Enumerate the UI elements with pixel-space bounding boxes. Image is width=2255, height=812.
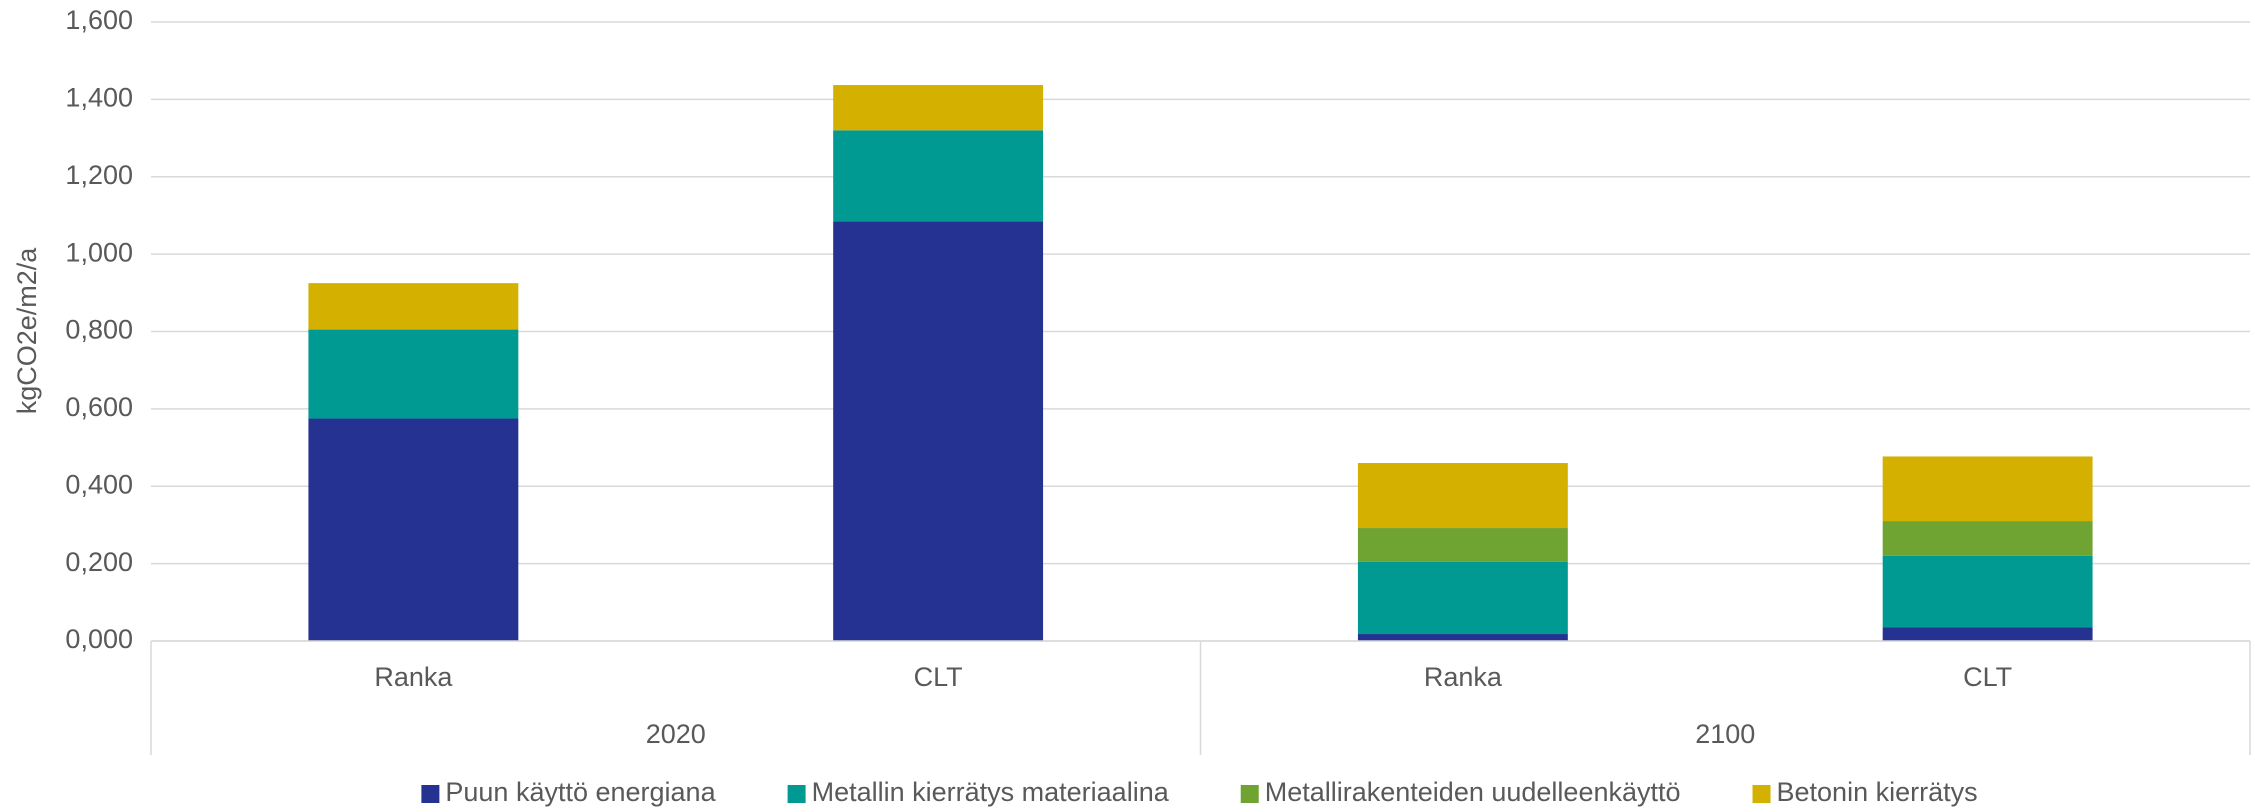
bar-segment (1357, 528, 1568, 562)
legend-swatch (1240, 785, 1259, 803)
legend-label: Puun käyttö energiana (445, 777, 716, 807)
legend-swatch (1752, 785, 1771, 803)
bar-segment (833, 130, 1044, 222)
bar-segment (833, 85, 1044, 131)
y-tick-label: 1,600 (65, 5, 133, 35)
y-axis-label: kgCO2e/m2/a (12, 247, 42, 415)
x-tick-label: Ranka (374, 662, 453, 692)
group-label: 2020 (646, 719, 706, 749)
x-tick-label: Ranka (1424, 662, 1503, 692)
legend-label: Metallin kierrätys materiaalina (812, 777, 1170, 807)
legend-label: Metallirakenteiden uudelleenkäyttö (1265, 777, 1681, 807)
y-tick-label: 0,000 (65, 624, 133, 654)
bar-segment (308, 329, 519, 419)
bar-segment (1357, 634, 1568, 641)
y-tick-label: 0,400 (65, 469, 133, 499)
bar-segment (1357, 463, 1568, 529)
legend-swatch (787, 785, 806, 803)
bar-segment (833, 221, 1044, 641)
y-tick-label: 1,000 (65, 237, 133, 267)
group-label: 2100 (1695, 719, 1755, 749)
y-tick-label: 0,200 (65, 547, 133, 577)
bar-segment (1882, 521, 2093, 556)
legend-label: Betonin kierrätys (1777, 777, 1978, 807)
y-tick-label: 0,600 (65, 392, 133, 422)
bar-segment (1882, 627, 2093, 641)
legend-swatch (421, 785, 440, 803)
bar-segment (308, 418, 519, 641)
bar-segment (308, 283, 519, 330)
x-tick-label: CLT (1963, 662, 2012, 692)
bar-segment (1882, 555, 2093, 628)
x-tick-label: CLT (914, 662, 963, 692)
bar-segment (1882, 456, 2093, 522)
bar-segment (1357, 561, 1568, 635)
y-tick-label: 1,400 (65, 83, 133, 113)
y-tick-label: 1,200 (65, 160, 133, 190)
y-tick-label: 0,800 (65, 315, 133, 345)
